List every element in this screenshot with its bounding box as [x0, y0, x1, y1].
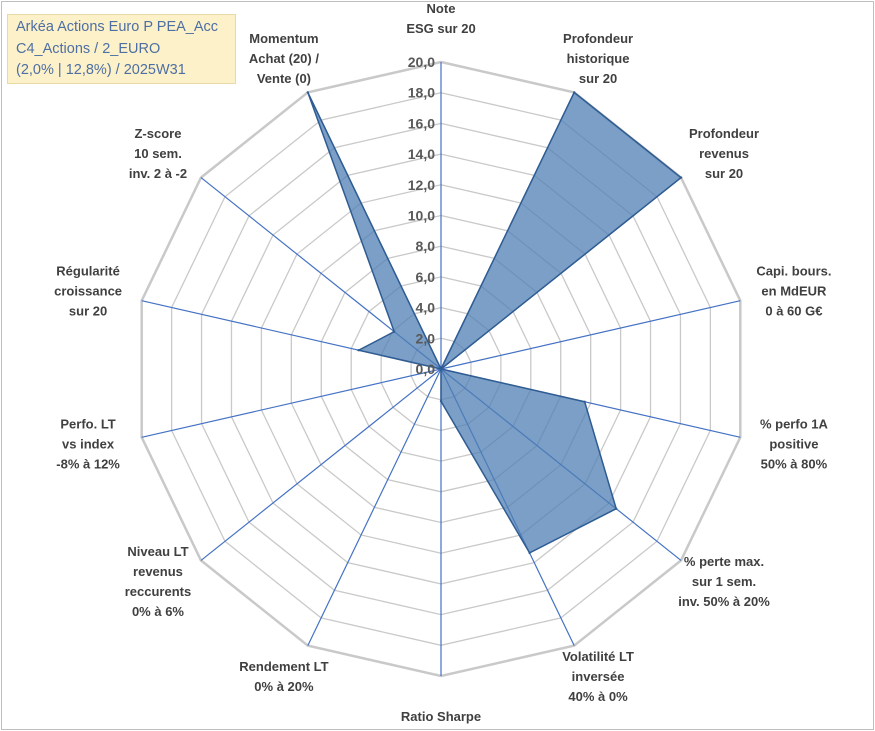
axis-label-line: Ratio Sharpe — [401, 709, 481, 724]
axis-label: Rendement LT 0% à 20% — [239, 659, 328, 694]
axis-spoke — [440, 300, 741, 370]
axis-label-line: Momentum — [249, 31, 318, 46]
axis-label: Volatilité LT inversée 40% à 0% — [562, 649, 634, 704]
data-point — [679, 176, 683, 179]
axis-label: Momentum Achat (20) / Vente (0) — [249, 31, 319, 86]
axis-label-line: croissance — [54, 284, 122, 299]
data-point — [306, 91, 309, 94]
axis-label: Note ESG sur 20 — [406, 2, 475, 36]
radial-tick-label: 2,0 — [416, 330, 436, 346]
axis-label-line: 0% à 20% — [254, 679, 314, 694]
axis-label: Capi. bours. en MdEUR 0 à 60 G€ — [756, 264, 831, 319]
axis-label: Profondeur revenus sur 20 — [689, 126, 759, 181]
title-line-3: (2,0% | 12,8%) / 2025W31 — [16, 62, 186, 78]
axis-label-line: 10 sem. — [134, 146, 182, 161]
data-point — [439, 400, 443, 403]
axis-label: % perfo 1A positive 50% à 80% — [760, 416, 829, 471]
axis-label-line: 0% à 6% — [132, 604, 184, 619]
axis-label-line: 40% à 0% — [568, 689, 628, 704]
radial-tick-label: 14,0 — [408, 146, 435, 162]
radial-tick-label: 6,0 — [416, 269, 436, 285]
axis-label-line: % perte max. — [684, 554, 764, 569]
axis-label-line: Niveau LT — [127, 544, 188, 559]
radial-tick-label: 16,0 — [408, 115, 435, 131]
axis-label-line: Perfo. LT — [60, 416, 115, 431]
axis-label-line: sur 20 — [579, 71, 617, 86]
axis-label: Niveau LT revenus reccurents 0% à 6% — [125, 544, 191, 619]
axis-label-line: Profondeur — [563, 31, 633, 46]
radial-tick-label: 18,0 — [408, 85, 435, 101]
data-point — [583, 400, 586, 403]
axis-label-line: vs index — [62, 436, 115, 451]
axis-label-line: positive — [769, 436, 818, 451]
axis-label-line: % perfo 1A — [760, 416, 829, 431]
axis-label-line: sur 20 — [705, 166, 743, 181]
axis-label-line: Régularité — [56, 264, 120, 279]
axis-label: Profondeur historique sur 20 — [563, 31, 633, 86]
axis-label: % perte max. sur 1 sem. inv. 50% à 20% — [678, 554, 770, 609]
axis-label-line: revenus — [133, 564, 183, 579]
axis-spoke — [200, 368, 442, 561]
axis-label-line: inv. 2 à -2 — [129, 166, 187, 181]
axis-label: Ratio Sharpe 0 à 1 — [401, 709, 481, 731]
chart-title-box: Arkéa Actions Euro P PEA_Acc C4_Actions … — [7, 14, 236, 84]
axis-label: Z-score 10 sem. inv. 2 à -2 — [129, 126, 187, 181]
radial-tick-label: 20,0 — [408, 54, 435, 70]
data-point — [615, 507, 618, 510]
data-point — [392, 330, 396, 333]
axis-spoke — [307, 368, 442, 646]
title-line-1: Arkéa Actions Euro P PEA_Acc — [16, 19, 219, 35]
radial-tick-label: 0,0 — [416, 361, 436, 377]
axis-label: Perfo. LT vs index -8% à 12% — [56, 416, 120, 471]
axis-spoke — [141, 368, 442, 438]
axis-label-line: -8% à 12% — [56, 456, 120, 471]
axis-label-line: reccurents — [125, 584, 191, 599]
axis-label-line: ESG sur 20 — [406, 21, 475, 36]
axis-label-line: historique — [567, 51, 630, 66]
data-point — [573, 91, 576, 94]
axis-label-line: inv. 50% à 20% — [678, 594, 770, 609]
axis-label-line: 50% à 80% — [761, 456, 828, 471]
axis-label-line: revenus — [699, 146, 749, 161]
axis-label: Régularité croissance sur 20 — [54, 264, 122, 319]
title-line-2: C4_Actions / 2_EURO — [16, 40, 161, 57]
radial-tick-label: 8,0 — [416, 238, 436, 254]
axis-label-line: 0 à 60 G€ — [765, 304, 822, 319]
radial-tick-label: 10,0 — [408, 208, 435, 224]
axis-label-line: sur 1 sem. — [692, 574, 756, 589]
data-point — [357, 349, 360, 352]
axis-label-line: Rendement LT — [239, 659, 328, 674]
axis-label-line: Capi. bours. — [756, 264, 831, 279]
axis-label-line: sur 20 — [69, 304, 107, 319]
axis-label-line: Achat (20) / — [249, 51, 319, 66]
data-point — [439, 367, 443, 371]
radial-tick-label: 4,0 — [416, 300, 436, 316]
axis-label-line: Volatilité LT — [562, 649, 634, 664]
axis-label-line: en MdEUR — [761, 284, 827, 299]
axis-label-line: Profondeur — [689, 126, 759, 141]
axis-label-line: Z-score — [134, 126, 181, 141]
axis-label-line: inversée — [572, 669, 625, 684]
radial-tick-label: 12,0 — [408, 177, 435, 193]
data-point — [528, 551, 531, 555]
axis-label-line: Vente (0) — [257, 71, 311, 86]
axis-label-line: 0 à 1 — [427, 729, 456, 731]
axis-label-line: Note — [427, 2, 456, 16]
